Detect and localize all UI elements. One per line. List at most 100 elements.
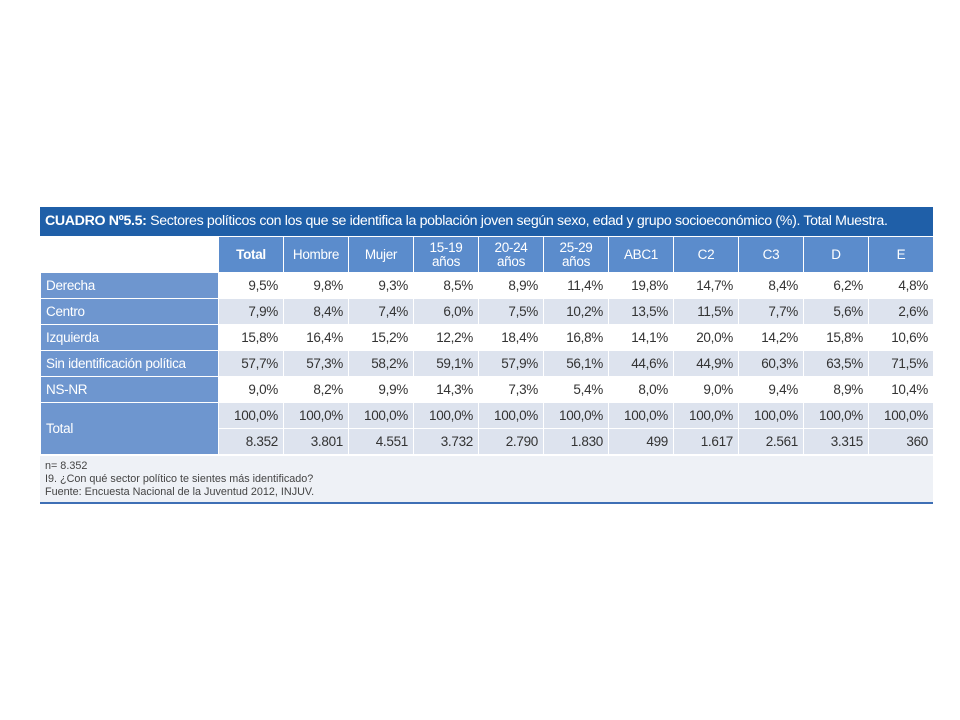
table-cell: 10,2% bbox=[543, 298, 609, 325]
table-cell: 6,0% bbox=[413, 298, 479, 325]
table-cell: 56,1% bbox=[543, 350, 609, 377]
table-cell: 8,9% bbox=[803, 376, 869, 403]
table-cell: 19,8% bbox=[608, 272, 674, 299]
column-header-sublabel: años bbox=[496, 253, 526, 269]
table-cell: 16,8% bbox=[543, 324, 609, 351]
table-cell: 3.732 bbox=[413, 428, 479, 455]
column-header-label: 25-29 bbox=[559, 239, 593, 255]
column-header: D bbox=[803, 236, 869, 273]
table-cell: 7,5% bbox=[478, 298, 544, 325]
table-cell: 100,0% bbox=[543, 402, 609, 429]
data-table-figure: CUADRO Nº5.5: Sectores políticos con los… bbox=[40, 207, 934, 504]
table-cell: 100,0% bbox=[738, 402, 804, 429]
column-header: E bbox=[868, 236, 934, 273]
table-cell: 16,4% bbox=[283, 324, 349, 351]
table-cell: 1.830 bbox=[543, 428, 609, 455]
row-label: Derecha bbox=[40, 272, 219, 299]
table-cell: 14,2% bbox=[738, 324, 804, 351]
table-cell: 10,6% bbox=[868, 324, 934, 351]
column-header-label: E bbox=[896, 246, 906, 262]
table-row: NS-NR 9,0% 8,2% 9,9% 14,3% 7,3% 5,4% 8,0% 9,0% 9,… bbox=[40, 376, 934, 403]
table-cell: 7,3% bbox=[478, 376, 544, 403]
table-cell: 100,0% bbox=[413, 402, 479, 429]
table-cell: 12,2% bbox=[413, 324, 479, 351]
column-header-sublabel: años bbox=[431, 253, 461, 269]
table-cell: 8,9% bbox=[478, 272, 544, 299]
header-corner bbox=[40, 236, 219, 273]
total-count-row: 8.352 3.801 4.551 3.732 2.790 1.830 499 1.617 2.… bbox=[41, 428, 934, 455]
column-header: 25-29 años bbox=[543, 236, 609, 273]
table-cell: 57,9% bbox=[478, 350, 544, 377]
table-cell: 100,0% bbox=[803, 402, 869, 429]
table-title-text: Sectores políticos con los que se identi… bbox=[146, 213, 888, 229]
column-header-label: C3 bbox=[762, 246, 780, 262]
table-cell: 9,5% bbox=[218, 272, 284, 299]
table-cell: 71,5% bbox=[868, 350, 934, 377]
column-header: Total bbox=[218, 236, 284, 273]
table-cell: 100,0% bbox=[478, 402, 544, 429]
table-cell: 100,0% bbox=[218, 402, 284, 429]
row-label: Centro bbox=[40, 298, 219, 325]
table-cell: 8.352 bbox=[218, 428, 284, 455]
table-cell: 18,4% bbox=[478, 324, 544, 351]
table-cell: 3.315 bbox=[803, 428, 869, 455]
table-cell: 9,8% bbox=[283, 272, 349, 299]
table-cell: 499 bbox=[608, 428, 674, 455]
table-row: Centro 7,9% 8,4% 7,4% 6,0% 7,5% 10,2% 13,5% 11,5… bbox=[40, 298, 934, 325]
row-label: Sin identificación política bbox=[40, 350, 219, 377]
table-cell: 9,9% bbox=[348, 376, 414, 403]
row-label: Izquierda bbox=[40, 324, 219, 351]
table-row: Izquierda 15,8% 16,4% 15,2% 12,2% 18,4% 16,8% 1… bbox=[40, 324, 934, 351]
table-cell: 360 bbox=[868, 428, 934, 455]
table-cell: 14,7% bbox=[673, 272, 739, 299]
column-header: Hombre bbox=[283, 236, 349, 273]
table-cell: 11,4% bbox=[543, 272, 609, 299]
column-header-label: Total bbox=[236, 246, 266, 262]
table-cell: 7,7% bbox=[738, 298, 804, 325]
table-cell: 14,3% bbox=[413, 376, 479, 403]
table-cell: 60,3% bbox=[738, 350, 804, 377]
column-header: 15-19 años bbox=[413, 236, 479, 273]
table-cell: 2.561 bbox=[738, 428, 804, 455]
column-header-label: 20-24 bbox=[494, 239, 528, 255]
table-cell: 58,2% bbox=[348, 350, 414, 377]
table-cell: 9,4% bbox=[738, 376, 804, 403]
data-table: Total Hombre Mujer 15-19 años 20-24 años 25-29 a… bbox=[40, 236, 934, 455]
table-cell: 3.801 bbox=[283, 428, 349, 455]
table-cell: 4.551 bbox=[348, 428, 414, 455]
table-cell: 15,8% bbox=[218, 324, 284, 351]
table-cell: 9,0% bbox=[218, 376, 284, 403]
table-cell: 15,2% bbox=[348, 324, 414, 351]
table-row: Derecha 9,5% 9,8% 9,3% 8,5% 8,9% 11,4% 19,8% 14,… bbox=[40, 272, 934, 299]
table-cell: 44,9% bbox=[673, 350, 739, 377]
column-header-label: 15-19 bbox=[429, 239, 463, 255]
table-cell: 59,1% bbox=[413, 350, 479, 377]
table-cell: 6,2% bbox=[803, 272, 869, 299]
table-cell: 9,3% bbox=[348, 272, 414, 299]
table-cell: 2.790 bbox=[478, 428, 544, 455]
column-header-label: C2 bbox=[697, 246, 715, 262]
column-header-label: Mujer bbox=[364, 246, 398, 262]
table-notes: n= 8.352 I9. ¿Con qué sector político te … bbox=[40, 455, 933, 504]
table-title: CUADRO Nº5.5: Sectores políticos con los… bbox=[40, 207, 933, 236]
column-header: C2 bbox=[673, 236, 739, 273]
table-cell: 8,4% bbox=[283, 298, 349, 325]
total-percent-row: Total 100,0% 100,0% 100,0% 100,0% 100,0% 100,0… bbox=[40, 402, 934, 455]
table-cell: 100,0% bbox=[868, 402, 934, 429]
column-header-label: Hombre bbox=[292, 246, 340, 262]
table-cell: 7,9% bbox=[218, 298, 284, 325]
row-label-total: Total bbox=[40, 402, 219, 455]
table-cell: 100,0% bbox=[673, 402, 739, 429]
column-header-label: D bbox=[831, 246, 841, 262]
table-cell: 100,0% bbox=[608, 402, 674, 429]
table-cell: 100,0% bbox=[283, 402, 349, 429]
table-cell: 8,5% bbox=[413, 272, 479, 299]
table-cell: 9,0% bbox=[673, 376, 739, 403]
note-line: I9. ¿Con qué sector político te sientes … bbox=[45, 473, 314, 485]
table-cell: 11,5% bbox=[673, 298, 739, 325]
table-cell: 14,1% bbox=[608, 324, 674, 351]
table-cell: 57,7% bbox=[218, 350, 284, 377]
table-cell: 1.617 bbox=[673, 428, 739, 455]
table-body: Derecha 9,5% 9,8% 9,3% 8,5% 8,9% 11,4% 19,8% 14,… bbox=[40, 272, 934, 455]
column-header: Mujer bbox=[348, 236, 414, 273]
